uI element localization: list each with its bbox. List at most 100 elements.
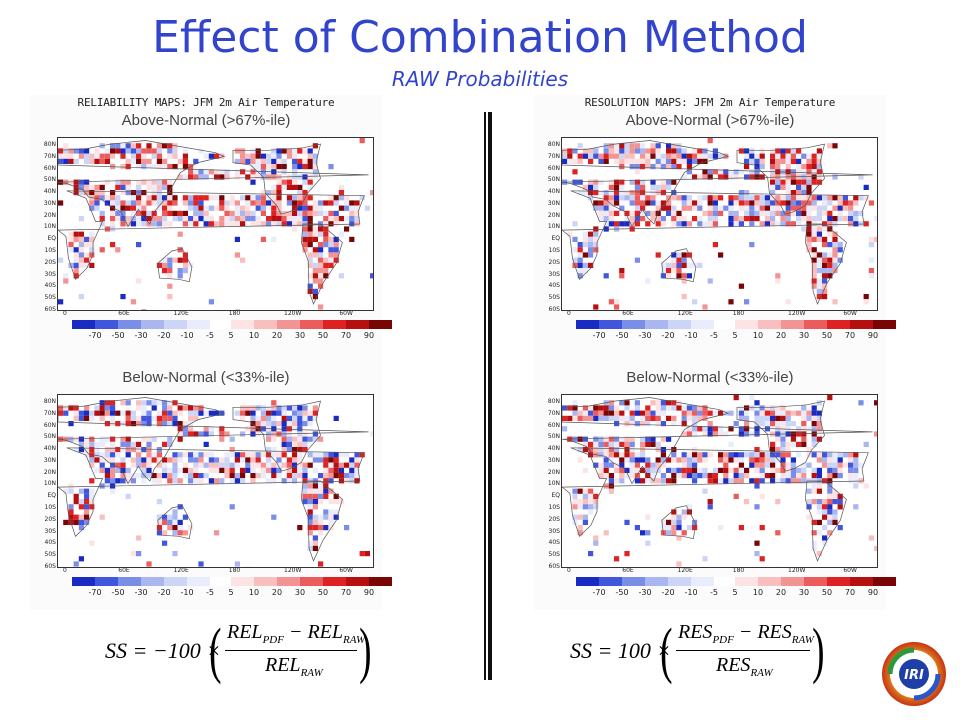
- latitude-label: 20N: [43, 211, 56, 219]
- colorbar-label: -30: [134, 331, 148, 340]
- colorbar-swatch: [254, 320, 277, 329]
- colorbar-label: 30: [294, 588, 306, 597]
- colorbar-swatch: [164, 320, 187, 329]
- formula-denominator: RELRAW: [265, 654, 323, 679]
- latitude-label: 50N: [43, 433, 56, 441]
- colorbar-label: -30: [638, 331, 652, 340]
- colorbar-swatch: [254, 577, 277, 586]
- colorbar-swatch: [850, 320, 873, 329]
- coastline: [562, 190, 869, 280]
- longitude-label: 0: [567, 310, 571, 317]
- panel-title: RELIABILITY MAPS: JFM 2m Air Temperature: [77, 96, 335, 109]
- latitude-label: 40S: [44, 539, 56, 547]
- latitude-label: 10N: [43, 223, 56, 231]
- colorbar-label: 20: [775, 588, 787, 597]
- panel-divider: [484, 112, 492, 680]
- latitude-label: 80N: [43, 141, 56, 148]
- latitude-label: 20N: [43, 468, 56, 476]
- longitude-label: 120W: [284, 310, 302, 317]
- coastline: [58, 140, 369, 228]
- colorbar-label: 5: [228, 331, 234, 340]
- latitude-label: 60S: [548, 562, 560, 570]
- colorbar-label: -50: [615, 588, 629, 597]
- latitude-label: 40S: [548, 282, 560, 290]
- colorbar-swatch: [850, 577, 873, 586]
- colorbar-label: 20: [271, 588, 283, 597]
- colorbar-label: 70: [340, 331, 352, 340]
- colorbar-swatch: [735, 577, 758, 586]
- longitude-label: 120E: [677, 567, 693, 574]
- left-paren: (: [660, 617, 673, 685]
- latitude-label: 60S: [548, 305, 560, 313]
- latitude-label: 10S: [44, 504, 56, 512]
- latitude-label: 40N: [43, 188, 56, 196]
- colorbar-swatch: [873, 320, 896, 329]
- colorbar-label: -50: [615, 331, 629, 340]
- colorbar-swatch: [576, 320, 599, 329]
- latitude-label: 30N: [43, 199, 56, 207]
- latitude-label: 60N: [43, 164, 56, 172]
- resolution-below-normal-panel: Below-Normal (<33%-ile) 80N 70N 60N 50N 40N 30…: [534, 352, 896, 610]
- colorbar-swatch: [95, 320, 118, 329]
- colorbar-swatch: [72, 577, 95, 586]
- colorbar-label: 5: [228, 588, 234, 597]
- latitude-label: 70N: [43, 152, 56, 160]
- colorbar-swatch: [369, 320, 392, 329]
- svg-text:IRI: IRI: [904, 668, 924, 683]
- colorbar-label: 10: [248, 331, 260, 340]
- colorbar-swatch: [141, 577, 164, 586]
- colorbar-label: -30: [638, 588, 652, 597]
- colorbar-label: -50: [111, 331, 125, 340]
- colorbar-swatch: [804, 320, 827, 329]
- latitude-label: 20S: [44, 515, 56, 523]
- iri-logo: IRI: [882, 642, 946, 706]
- colorbar-label: 50: [317, 331, 329, 340]
- colorbar-swatch: [323, 577, 346, 586]
- colorbar-label: 5: [732, 331, 738, 340]
- colorbar-label: 5: [732, 588, 738, 597]
- colorbar-label: -10: [684, 331, 698, 340]
- skill-score-map: [561, 394, 878, 568]
- colorbar-swatch: [827, 577, 850, 586]
- left-paren: (: [209, 617, 222, 685]
- colorbar-swatch: [118, 320, 141, 329]
- coastline: [58, 190, 365, 280]
- coastline: [300, 223, 343, 305]
- latitude-label: 20N: [547, 468, 560, 476]
- colorbar-swatch: [141, 320, 164, 329]
- colorbar-swatch: [622, 577, 645, 586]
- colorbar-swatch: [691, 577, 714, 586]
- latitude-label: EQ: [47, 235, 56, 243]
- colorbar-label: -20: [157, 588, 171, 597]
- colorbar-swatch: [300, 577, 323, 586]
- panel-subtitle: Above-Normal (>67%-ile): [625, 112, 795, 129]
- latitude-label: 10N: [547, 223, 560, 231]
- latitude-label: 50S: [548, 294, 560, 302]
- colorbar-swatch: [781, 577, 804, 586]
- formula-denominator: RESRAW: [716, 654, 773, 679]
- colorbar-label: 50: [821, 588, 833, 597]
- reliability-skill-formula: SS = −100 × ( RELPDF − RELRAW RELRAW ): [105, 617, 385, 685]
- panel-subtitle: Above-Normal (>67%-ile): [121, 112, 291, 129]
- longitude-label: 180: [228, 567, 241, 574]
- latitude-label: EQ: [551, 235, 560, 243]
- coastline: [661, 248, 697, 283]
- coastline: [804, 480, 847, 562]
- colorbar-label: -70: [592, 331, 606, 340]
- coastline: [58, 397, 369, 485]
- latitude-label: 70N: [547, 152, 560, 160]
- colorbar-label: 10: [752, 331, 764, 340]
- colorbar-swatch: [369, 577, 392, 586]
- colorbar-swatch: [781, 320, 804, 329]
- latitude-label: 10S: [548, 247, 560, 255]
- resolution-above-normal-panel: RESOLUTION MAPS: JFM 2m Air Temperature A…: [534, 95, 896, 353]
- longitude-label: 60W: [339, 567, 353, 574]
- longitude-label: 120E: [173, 310, 189, 317]
- colorbar-label: -50: [111, 588, 125, 597]
- colorbar-swatch: [622, 320, 645, 329]
- formula-lhs: SS = −100 ×: [105, 638, 222, 663]
- panel-subtitle: Below-Normal (<33%-ile): [626, 369, 794, 386]
- latitude-label: 20S: [548, 515, 560, 523]
- colorbar-label: -5: [206, 588, 214, 597]
- coastline: [300, 480, 343, 562]
